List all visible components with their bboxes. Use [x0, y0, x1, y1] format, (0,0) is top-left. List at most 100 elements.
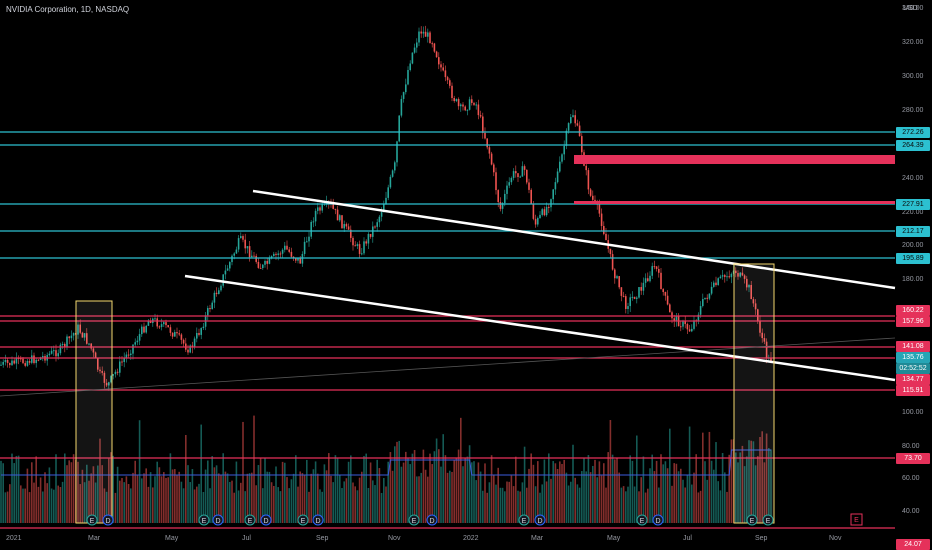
volume-bar [633, 486, 636, 523]
candle-body [605, 233, 607, 241]
candle-body [66, 336, 68, 347]
volume-bar [189, 482, 191, 523]
volume-bar [609, 420, 612, 523]
x-tick-label: Mar [531, 535, 544, 542]
candle-body [339, 215, 341, 221]
volume-bar [66, 465, 68, 523]
volume-bar [343, 481, 345, 523]
event-marker-earnings: E [762, 514, 774, 526]
volume-bar [356, 490, 359, 523]
volume-bar [468, 445, 471, 523]
volume-bar [697, 492, 700, 523]
volume-bar [647, 488, 649, 523]
candle-body [143, 326, 145, 333]
candle-body [750, 284, 752, 300]
svg-text:E: E [766, 518, 771, 525]
candle-body [466, 109, 469, 111]
volume-bar [204, 469, 207, 523]
volume-bar [15, 455, 18, 523]
volume-bar [299, 471, 301, 523]
candle-body [79, 324, 81, 333]
volume-bar [460, 417, 462, 523]
volume-bar [301, 473, 304, 523]
candle-body [629, 297, 631, 307]
candle-body [563, 145, 565, 155]
candle-body [669, 304, 671, 313]
candle-body [684, 321, 686, 325]
highlight-box-2022 [733, 263, 775, 524]
candle-body [37, 359, 40, 361]
volume-bar [341, 488, 343, 523]
volume-bar [614, 459, 616, 523]
volume-bar [528, 468, 530, 523]
y-tick-label: 60.00 [902, 475, 920, 482]
volume-bar [565, 472, 568, 523]
volume-bar [515, 456, 517, 523]
candle-body [237, 238, 240, 250]
volume-bar [438, 449, 440, 523]
candle-body [286, 245, 288, 250]
volume-bars [0, 415, 772, 523]
candle-body [224, 270, 227, 275]
volume-bar [26, 468, 29, 523]
volume-bar [110, 452, 112, 523]
candle-body [642, 282, 645, 291]
volume-bar [691, 484, 693, 523]
volume-bar [292, 473, 295, 523]
candle-body [675, 315, 678, 322]
candle-body [515, 171, 517, 174]
x-tick-label: 2022 [463, 535, 479, 542]
volume-bar [741, 445, 744, 523]
candle-body [589, 189, 592, 196]
candle-body [180, 334, 183, 340]
volume-bar [537, 461, 539, 523]
y-tick-label: 180.00 [902, 276, 924, 283]
candle-body [724, 275, 726, 277]
volume-bar [330, 475, 332, 523]
volume-bar [171, 469, 174, 523]
volume-bar [257, 465, 260, 523]
volume-bar [680, 468, 682, 523]
volume-bar [231, 480, 233, 523]
candle-body [61, 343, 64, 345]
y-tick-label: 300.00 [902, 73, 924, 80]
candle-body [11, 360, 13, 366]
event-marker-earnings: E [244, 514, 256, 526]
candle-body [499, 202, 502, 209]
volume-bar [710, 460, 713, 523]
candle-body [660, 272, 662, 290]
volume-bar [446, 472, 449, 523]
candle-body [578, 125, 581, 137]
volume-bar [444, 455, 447, 523]
volume-bar [638, 491, 640, 523]
volume-bar [37, 486, 40, 523]
volume-bar [592, 465, 594, 523]
candle-body [446, 77, 449, 81]
y-tick-label: 80.00 [902, 443, 920, 450]
svg-text:D: D [315, 518, 320, 525]
volume-bar [345, 478, 348, 523]
candle-body [440, 64, 442, 68]
volume-bar [708, 431, 711, 523]
volume-bar [319, 489, 321, 523]
candle-body [334, 208, 337, 210]
candle-body [134, 342, 136, 345]
y-tick-label: 240.00 [902, 175, 924, 182]
volume-bar [554, 463, 557, 523]
candle-body [202, 326, 205, 329]
candle-body [464, 106, 466, 111]
candle-body [543, 209, 546, 216]
candle-body [301, 253, 304, 264]
candle-body [55, 350, 57, 357]
volume-bar [488, 482, 491, 523]
volume-bar [407, 457, 409, 523]
candle-body [141, 326, 143, 335]
candle-body [196, 332, 198, 339]
event-marker-earnings: E [746, 514, 758, 526]
volume-bar [167, 477, 169, 523]
candle-body [416, 42, 418, 48]
svg-text:E: E [640, 518, 645, 525]
candle-body [710, 286, 713, 294]
candle-body [739, 272, 741, 277]
